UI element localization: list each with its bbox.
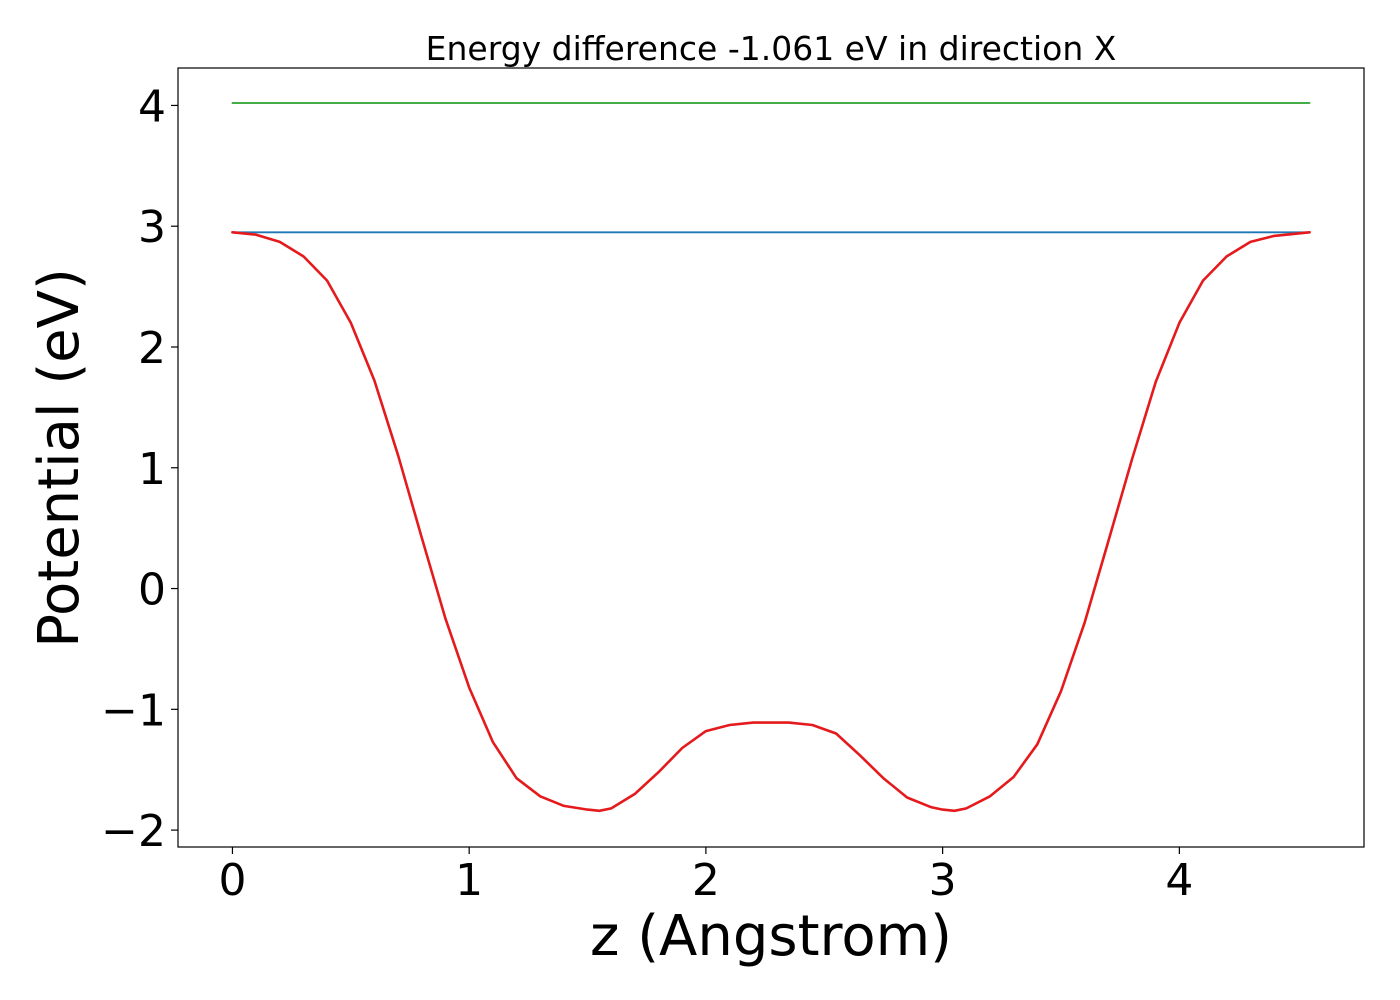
x-tick-label: 1 xyxy=(455,855,483,906)
series-layer xyxy=(231,102,1311,813)
y-tick-label: −1 xyxy=(101,685,166,736)
plot-frame xyxy=(177,67,1365,848)
x-axis: 0 1 2 3 4 xyxy=(218,847,1193,906)
x-tick-label: 4 xyxy=(1165,855,1193,906)
y-tick-label: 4 xyxy=(138,81,166,132)
y-tick-label: −2 xyxy=(101,806,166,857)
y-tick-label: 2 xyxy=(138,323,166,374)
y-tick-label: 1 xyxy=(138,444,166,495)
y-axis: −2 −1 0 1 2 3 4 xyxy=(101,81,178,857)
y-tick-label: 3 xyxy=(138,202,166,253)
y-axis-label: Potential (eV) xyxy=(27,268,92,648)
x-tick-label: 2 xyxy=(692,855,720,906)
x-tick-label: 3 xyxy=(929,855,957,906)
series-line-3 xyxy=(231,231,1311,813)
x-tick-label: 0 xyxy=(218,855,246,906)
chart-title: Energy difference -1.061 eV in direction… xyxy=(426,29,1117,68)
y-tick-label: 0 xyxy=(138,565,166,616)
x-axis-label: z (Angstrom) xyxy=(590,904,952,969)
